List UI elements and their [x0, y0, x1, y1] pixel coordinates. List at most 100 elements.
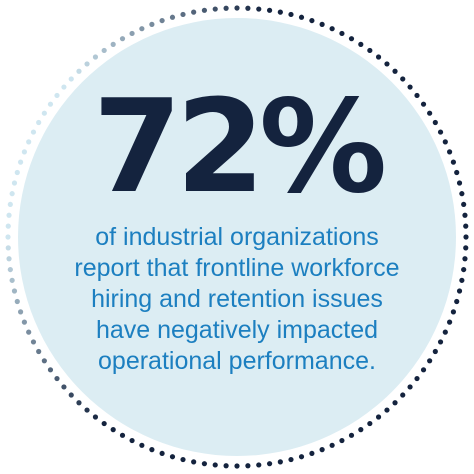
ring-dot	[84, 407, 90, 413]
ring-dot	[191, 459, 197, 465]
ring-dot	[36, 348, 42, 355]
ring-dot	[61, 84, 67, 90]
ring-dot	[5, 234, 11, 240]
ring-dot	[11, 180, 18, 186]
ring-dot	[41, 110, 47, 116]
ring-dot	[110, 41, 116, 47]
ring-dot	[437, 129, 444, 135]
ring-dot	[339, 30, 345, 37]
ring-dot	[201, 7, 208, 13]
ring-dot	[463, 245, 469, 251]
ring-dot	[414, 92, 420, 99]
caption-line: have negatively impacted	[95, 316, 379, 344]
ring-dot	[17, 159, 24, 165]
ring-dot	[169, 14, 176, 20]
ring-dot	[456, 180, 463, 186]
ring-dot	[329, 26, 335, 32]
ring-dot	[266, 7, 273, 13]
ring-dot	[277, 459, 283, 465]
ring-dot	[375, 414, 382, 420]
ring-dot	[277, 9, 283, 15]
ring-dot	[454, 298, 460, 305]
ring-dot	[437, 339, 444, 345]
ring-dot	[461, 201, 467, 208]
ring-dot	[256, 6, 262, 12]
ring-dot	[119, 432, 126, 438]
ring-dot	[54, 375, 60, 382]
ring-dot	[463, 223, 469, 229]
ring-dot	[420, 367, 427, 373]
ring-dot	[454, 169, 460, 176]
ring-dot	[139, 26, 145, 32]
ring-dot	[9, 277, 15, 283]
ring-dot	[180, 11, 186, 18]
ring-dot	[367, 47, 373, 54]
ring-dot	[234, 463, 240, 469]
ring-dot	[26, 329, 32, 335]
ring-dot	[21, 149, 27, 155]
ring-dot	[400, 392, 406, 398]
ring-dot	[339, 437, 345, 444]
stat-caption: of industrial organizations report that …	[40, 222, 434, 377]
ring-dot	[223, 5, 229, 11]
ring-dot	[256, 462, 262, 468]
ring-dot	[7, 201, 13, 208]
stat-circle-background	[18, 18, 456, 456]
caption-line: hiring and retention issues	[91, 285, 383, 313]
ring-dot	[407, 84, 413, 90]
ring-dot	[298, 454, 305, 460]
ring-dot	[191, 9, 197, 15]
ring-dot	[129, 30, 135, 37]
ring-dot	[76, 68, 82, 74]
ring-dot	[447, 319, 453, 325]
ring-dot	[149, 21, 155, 27]
ring-dot	[159, 450, 165, 457]
ring-dot	[47, 101, 54, 107]
ring-dot	[384, 61, 390, 67]
ring-dot	[348, 432, 355, 438]
ring-dot	[41, 358, 47, 364]
ring-dot	[266, 461, 273, 467]
ring-dot	[450, 309, 457, 315]
ring-dot	[462, 212, 468, 218]
ring-dot	[6, 256, 12, 262]
ring-dot	[456, 288, 463, 294]
ring-dot	[319, 21, 325, 27]
ring-dot	[212, 6, 218, 12]
ring-dot	[450, 159, 457, 165]
ring-dot	[68, 76, 74, 82]
ring-dot	[309, 450, 315, 457]
ring-dot	[149, 447, 155, 453]
ring-dot	[358, 427, 364, 433]
ring-dot	[223, 463, 229, 469]
ring-dot	[348, 36, 355, 42]
ring-dot	[76, 400, 82, 406]
ring-dot	[392, 400, 398, 406]
ring-dot	[159, 17, 165, 24]
ring-dot	[447, 149, 453, 155]
stat-value: 72%	[92, 73, 387, 222]
ring-dot	[427, 110, 433, 116]
ring-dot	[463, 234, 469, 240]
ring-dot	[36, 119, 42, 126]
ring-dot	[11, 288, 18, 294]
caption-line: report that frontline workforce	[74, 254, 400, 282]
ring-dot	[119, 36, 126, 42]
ring-dot	[5, 223, 11, 229]
ring-dot	[5, 245, 11, 251]
ring-dot	[288, 456, 294, 463]
stat-content: 72% of industrial organizations report t…	[40, 0, 434, 474]
ring-dot	[245, 5, 251, 11]
ring-dot	[432, 119, 438, 126]
ring-dot	[9, 191, 15, 197]
ring-dot	[432, 348, 438, 355]
ring-dot	[212, 462, 218, 468]
ring-dot	[14, 298, 20, 305]
ring-dot	[442, 139, 448, 145]
ring-dot	[375, 54, 382, 60]
ring-dot	[61, 384, 67, 390]
ring-dot	[47, 367, 54, 373]
ring-dot	[407, 384, 413, 390]
